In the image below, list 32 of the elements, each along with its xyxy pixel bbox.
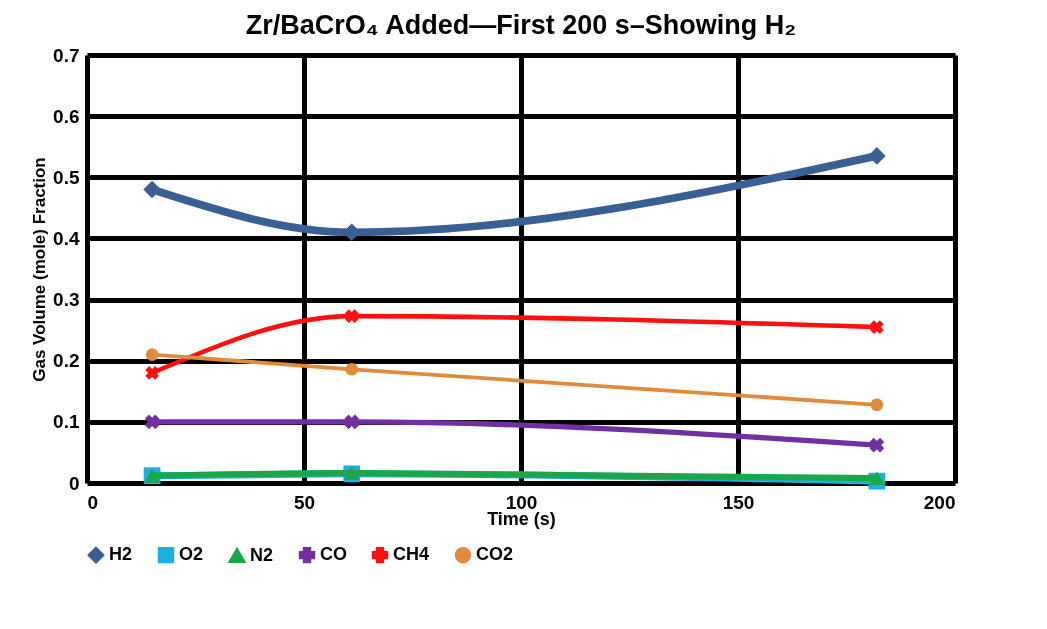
point <box>344 309 359 323</box>
chart-title: Zr/BaCrO₄ Added—First 200 s–Showing H₂ <box>245 10 797 40</box>
y-tick-label: 0 <box>68 472 80 494</box>
point <box>869 437 885 453</box>
x-tick-label: 200 <box>923 491 956 513</box>
x-tick-label: 50 <box>293 491 316 513</box>
point <box>145 366 159 380</box>
point <box>344 414 360 430</box>
y-tick-label: 0.1 <box>53 411 80 433</box>
y-tick-label: 0.2 <box>53 350 80 372</box>
point <box>345 362 359 376</box>
point <box>143 180 161 199</box>
y-tick-label: 0.7 <box>53 44 80 66</box>
y-tick-label: 0.4 <box>53 227 80 249</box>
legend-label: O2 <box>179 544 204 565</box>
legend-label: CO <box>320 544 347 565</box>
x-tick-label: 0 <box>87 491 99 513</box>
point <box>868 471 885 485</box>
point <box>145 348 159 361</box>
y-tick-label: 0.5 <box>53 166 80 188</box>
y-axis-title: Gas Volume (mole) Fraction <box>30 157 50 382</box>
x-tick-label: 150 <box>722 491 755 513</box>
legend-label: CO2 <box>476 544 514 565</box>
point <box>870 320 884 334</box>
y-tick-label: 0.3 <box>53 289 80 311</box>
point <box>868 147 886 165</box>
point <box>144 414 160 430</box>
y-tick-label: 0.6 <box>53 105 80 127</box>
point <box>870 398 884 412</box>
legend-label: CH4 <box>393 544 430 565</box>
legend-label: N2 <box>250 544 274 565</box>
legend-label: H2 <box>109 544 133 565</box>
